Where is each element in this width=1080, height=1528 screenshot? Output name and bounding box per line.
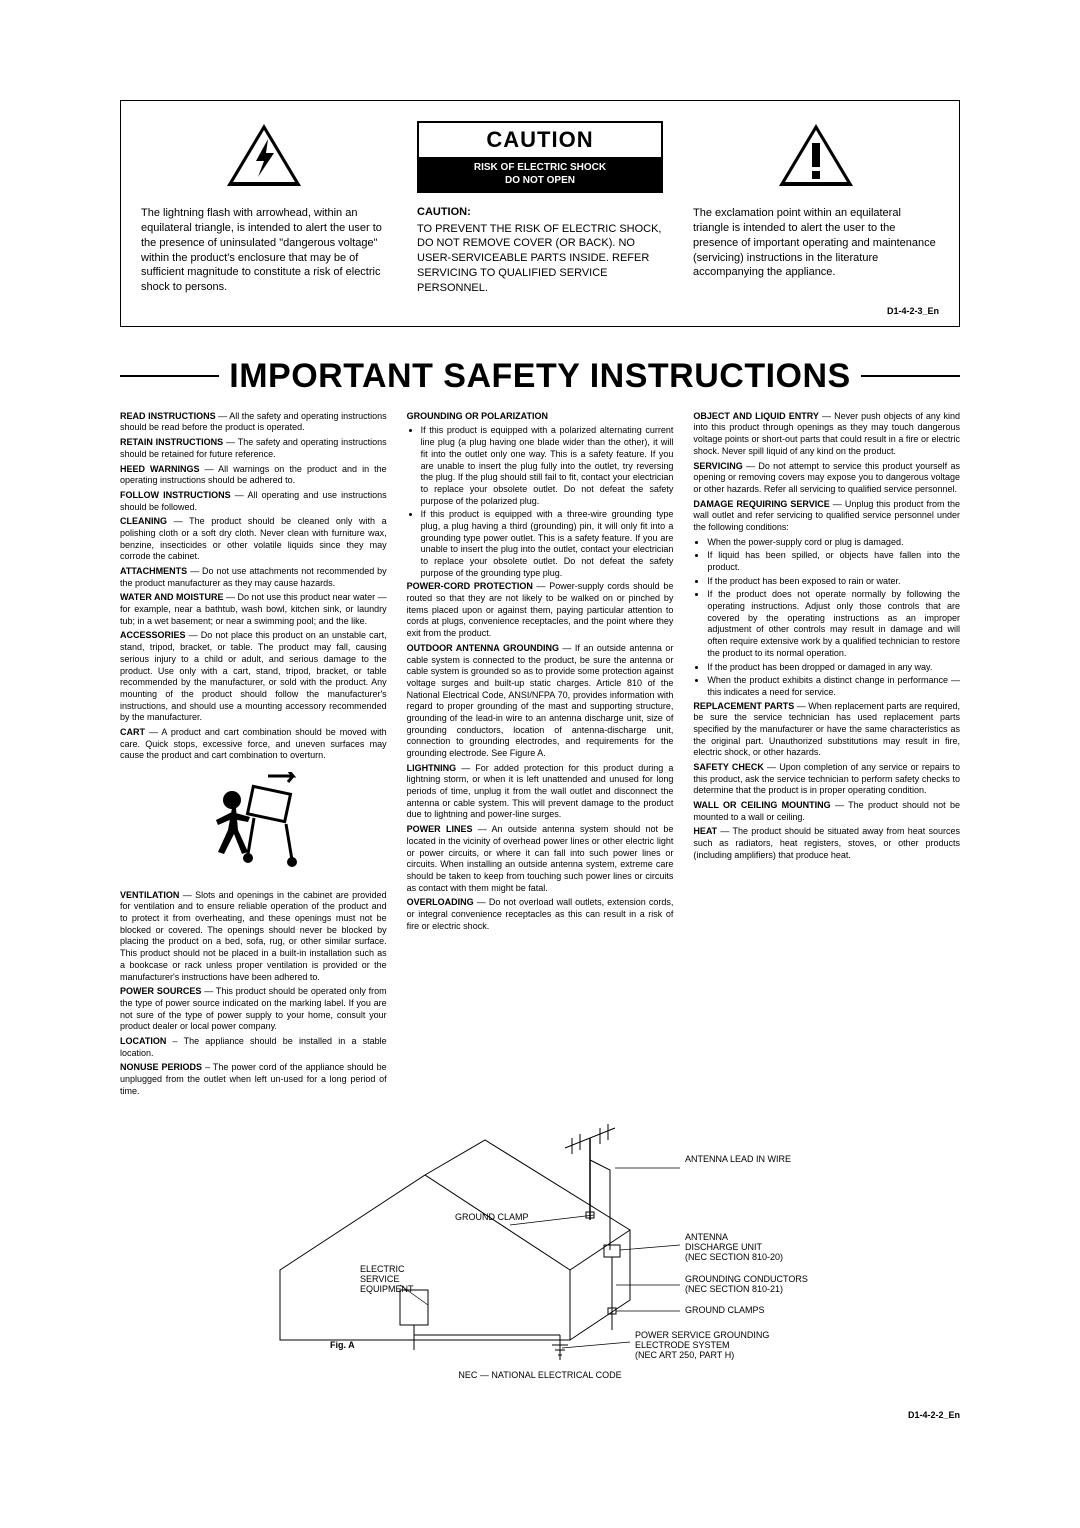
doc-code-1: D1-4-2-3_En <box>141 306 939 316</box>
svg-text:(NEC SECTION 810-21): (NEC SECTION 810-21) <box>685 1284 783 1294</box>
location-head: LOCATION <box>120 1036 166 1046</box>
cart-tip-icon <box>198 772 308 872</box>
exclamation-triangle-icon <box>776 121 856 191</box>
servicing-head: SERVICING <box>693 461 742 471</box>
doc-code-2: D1-4-2-2_En <box>120 1410 960 1420</box>
powercord-head: POWER-CORD PROTECTION <box>407 581 533 591</box>
grounding-diagram-icon: ANTENNA LEAD IN WIRE GROUND CLAMP ANTENN… <box>120 1120 960 1400</box>
damage-b5: If the product has been dropped or damag… <box>707 662 960 674</box>
caution-header: CAUTION RISK OF ELECTRIC SHOCK DO NOT OP… <box>417 121 663 193</box>
cart-figure <box>120 772 387 876</box>
caution-sub2: DO NOT OPEN <box>419 174 661 187</box>
outdoor-head: OUTDOOR ANTENNA GROUNDING <box>407 643 559 653</box>
main-heading-wrap: IMPORTANT SAFETY INSTRUCTIONS <box>120 357 960 396</box>
accessories-head: ACCESSORIES <box>120 630 186 640</box>
grounding-b2: If this product is equipped with a three… <box>421 509 674 579</box>
caution-bold: CAUTION: <box>417 205 663 220</box>
ventilation-head: VENTILATION <box>120 890 179 900</box>
damage-b3: If the product has been exposed to rain … <box>707 576 960 588</box>
ventilation-body: — Slots and openings in the cabinet are … <box>120 890 387 982</box>
safety-head: SAFETY CHECK <box>693 762 764 772</box>
heat-head: HEAT <box>693 826 717 836</box>
cleaning-head: CLEANING <box>120 516 167 526</box>
column-2: GROUNDING OR POLARIZATION If this produc… <box>407 411 674 1101</box>
damage-b1: When the power-supply cord or plug is da… <box>707 537 960 549</box>
heed-head: HEED WARNINGS <box>120 464 200 474</box>
read-head: READ INSTRUCTIONS <box>120 411 216 421</box>
nonuse-head: NONUSE PERIODS <box>120 1062 202 1072</box>
caution-sub1: RISK OF ELECTRIC SHOCK <box>419 161 661 174</box>
grounding-b1: If this product is equipped with a polar… <box>421 425 674 507</box>
cart-body: — A product and cart combination should … <box>120 727 387 760</box>
svg-text:(NEC ART 250, PART H): (NEC ART 250, PART H) <box>635 1350 734 1360</box>
lightning-triangle-icon <box>224 121 304 191</box>
grounding-head: GROUNDING OR POLARIZATION <box>407 411 548 421</box>
caution-center-text: TO PREVENT THE RISK OF ELECTRIC SHOCK, D… <box>417 222 663 296</box>
accessories-body: — Do not place this product on an unstab… <box>120 630 387 722</box>
powerlines-head: POWER LINES <box>407 824 473 834</box>
svg-text:SERVICE: SERVICE <box>360 1274 399 1284</box>
caution-box: The lightning flash with arrowhead, with… <box>120 100 960 327</box>
svg-text:GROUND CLAMPS: GROUND CLAMPS <box>685 1305 765 1315</box>
exclamation-text: The exclamation point within an equilate… <box>693 206 939 280</box>
svg-text:GROUNDING CONDUCTORS: GROUNDING CONDUCTORS <box>685 1274 808 1284</box>
overloading-head: OVERLOADING <box>407 897 474 907</box>
follow-head: FOLLOW INSTRUCTIONS <box>120 490 231 500</box>
object-head: OBJECT AND LIQUID ENTRY <box>693 411 819 421</box>
outdoor-body: — If an outside antenna or cable system … <box>407 643 674 758</box>
replacement-head: REPLACEMENT PARTS <box>693 701 794 711</box>
lightning-head: LIGHTNING <box>407 763 457 773</box>
powerlines-body: — An outside antenna system should not b… <box>407 824 674 892</box>
svg-text:DISCHARGE UNIT: DISCHARGE UNIT <box>685 1242 763 1252</box>
damage-head: DAMAGE REQUIRING SERVICE <box>693 499 829 509</box>
svg-text:EQUIPMENT: EQUIPMENT <box>360 1284 414 1294</box>
svg-text:GROUND CLAMP: GROUND CLAMP <box>455 1212 529 1222</box>
svg-text:(NEC SECTION 810-20): (NEC SECTION 810-20) <box>685 1252 783 1262</box>
damage-b4: If the product does not operate normally… <box>707 589 960 659</box>
power-head: POWER SOURCES <box>120 986 201 996</box>
attachments-head: ATTACHMENTS <box>120 566 187 576</box>
caution-title: CAUTION <box>419 123 661 157</box>
column-3: OBJECT AND LIQUID ENTRY — Never push obj… <box>693 411 960 1101</box>
damage-b2: If liquid has been spilled, or objects h… <box>707 550 960 573</box>
retain-head: RETAIN INSTRUCTIONS <box>120 437 223 447</box>
svg-text:POWER SERVICE GROUNDING: POWER SERVICE GROUNDING <box>635 1330 769 1340</box>
svg-text:NEC — NATIONAL ELECTRICAL CODE: NEC — NATIONAL ELECTRICAL CODE <box>458 1370 621 1380</box>
wall-head: WALL OR CEILING MOUNTING <box>693 800 830 810</box>
svg-text:ANTENNA: ANTENNA <box>685 1232 728 1242</box>
svg-text:Fig. A: Fig. A <box>330 1340 355 1350</box>
main-heading: IMPORTANT SAFETY INSTRUCTIONS <box>219 357 860 396</box>
column-1: READ INSTRUCTIONS — All the safety and o… <box>120 411 387 1101</box>
svg-text:ELECTRIC: ELECTRIC <box>360 1264 405 1274</box>
svg-text:ELECTRODE SYSTEM: ELECTRODE SYSTEM <box>635 1340 730 1350</box>
damage-b6: When the product exhibits a distinct cha… <box>707 675 960 698</box>
lightning-text: The lightning flash with arrowhead, with… <box>141 206 387 295</box>
heat-body: — The product should be situated away fr… <box>693 826 960 859</box>
water-head: WATER AND MOISTURE <box>120 592 224 602</box>
svg-text:ANTENNA LEAD IN WIRE: ANTENNA LEAD IN WIRE <box>685 1154 791 1164</box>
cart-head: CART <box>120 727 145 737</box>
house-figure: ANTENNA LEAD IN WIRE GROUND CLAMP ANTENN… <box>120 1120 960 1402</box>
